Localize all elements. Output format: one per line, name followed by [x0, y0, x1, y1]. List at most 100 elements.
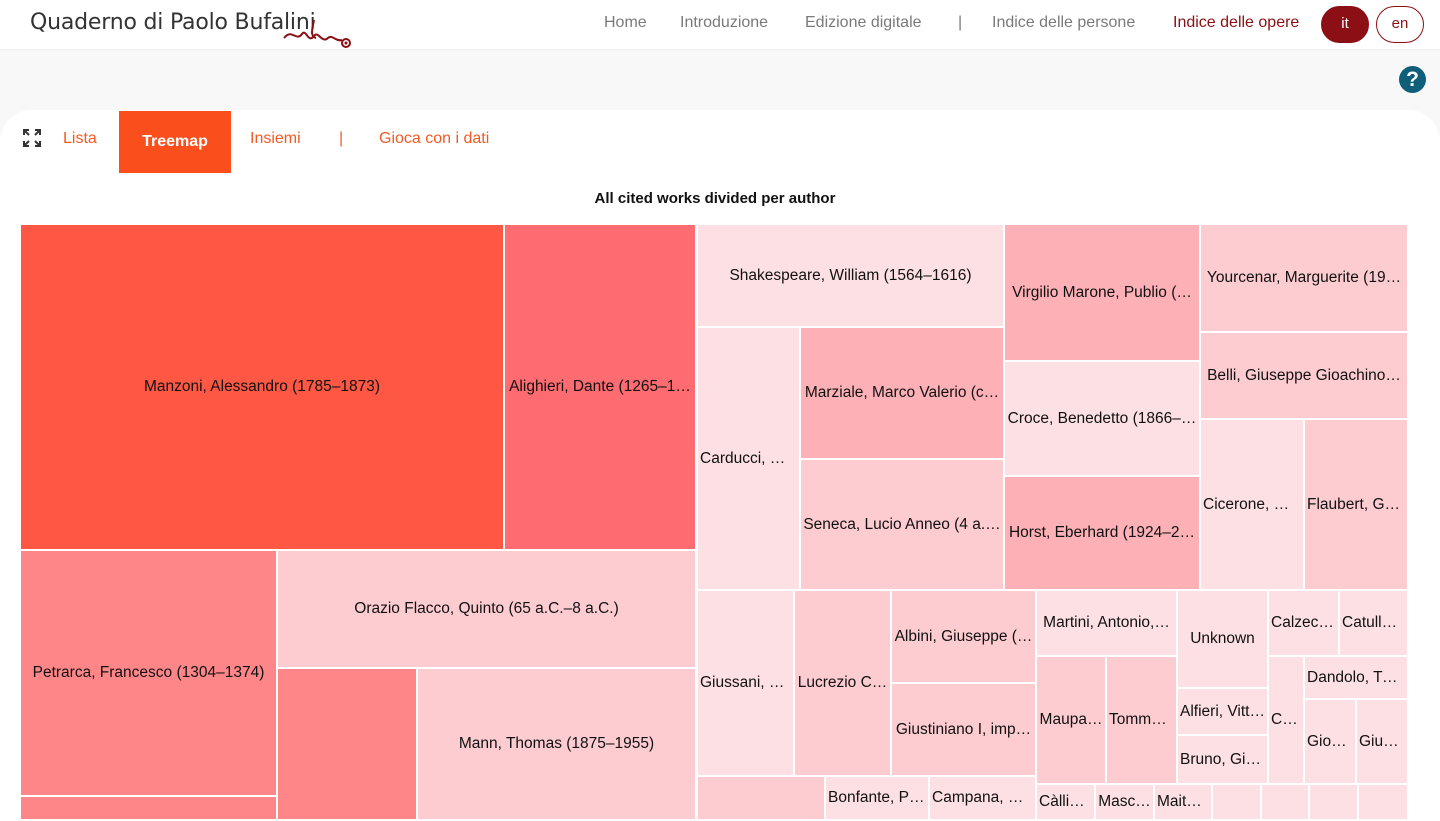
treemap-cell-label: Bruno, Gio…	[1180, 750, 1267, 768]
treemap-cell-label: Virgilio Marone, Publio (…	[1012, 283, 1192, 301]
treemap-cell[interactable]: Campana, D…	[929, 776, 1036, 820]
treemap-cell-label: Cicerone, M…	[1203, 495, 1303, 513]
treemap-cell-label: Croce, Benedetto (1866–…	[1007, 409, 1197, 427]
treemap-cell[interactable]: Maita…	[1154, 784, 1212, 820]
tab-insiemi[interactable]: Insiemi	[250, 130, 301, 147]
treemap-cell-label: Tomma…	[1109, 711, 1176, 728]
treemap-cell[interactable]: Maupa…	[1036, 656, 1106, 784]
treemap-cell[interactable]	[277, 668, 417, 820]
treemap-cell-label: Shakespeare, William (1564–1616)	[729, 266, 972, 284]
treemap-cell[interactable]: Giust…	[1356, 699, 1408, 784]
treemap-cell[interactable]	[1261, 784, 1309, 820]
treemap-cell[interactable]: Alfieri, Vitt…	[1177, 688, 1268, 735]
treemap-cell-label: Bonfante, Pi…	[828, 789, 928, 806]
treemap-cell[interactable]: Yourcenar, Marguerite (19…	[1200, 224, 1408, 332]
treemap-cell[interactable]: Horst, Eberhard (1924–2…	[1004, 476, 1200, 590]
treemap-cell[interactable]: Orazio Flacco, Quinto (65 a.C.–8 a.C.)	[277, 550, 696, 668]
treemap-cell[interactable]: Albini, Giuseppe (…	[891, 590, 1036, 683]
treemap-cell[interactable]: Shakespeare, William (1564–1616)	[697, 224, 1004, 327]
tab-treemap[interactable]: Treemap	[119, 111, 231, 173]
treemap-cell-label: Cr…	[1271, 711, 1303, 728]
treemap-cell[interactable]: Dandolo, Tu…	[1304, 656, 1408, 699]
treemap-cell-label: Unknown	[1190, 630, 1255, 647]
nav-separator: |	[958, 14, 963, 31]
treemap-cell[interactable]	[1358, 784, 1408, 820]
treemap-cell-label: Càllia…	[1039, 793, 1094, 810]
treemap-cell[interactable]: Tomma…	[1106, 656, 1177, 784]
signature-logo-icon	[283, 19, 351, 48]
treemap-cell-label: Petrarca, Francesco (1304–1374)	[32, 664, 265, 681]
treemap-cell[interactable]: Belli, Giuseppe Gioachino…	[1200, 332, 1408, 419]
chart-title: All cited works divided per author	[594, 190, 836, 207]
treemap-cell-label: Campana, D…	[932, 789, 1035, 806]
treemap-cell[interactable]	[1212, 784, 1261, 820]
treemap-cell-label: Calzecc…	[1271, 614, 1338, 631]
treemap-cell[interactable]: Manzoni, Alessandro (1785–1873)	[20, 224, 504, 550]
treemap-cell-label: Orazio Flacco, Quinto (65 a.C.–8 a.C.)	[354, 600, 619, 617]
treemap-cell-label: Belli, Giuseppe Gioachino…	[1207, 366, 1401, 384]
treemap-cell[interactable]: Croce, Benedetto (1866–…	[1004, 361, 1200, 476]
treemap-cell-label: Flaubert, Gu…	[1307, 495, 1407, 513]
help-icon[interactable]: ?	[1399, 66, 1426, 93]
nav-indice-persone[interactable]: Indice delle persone	[992, 14, 1136, 31]
treemap-cell-label: Giust…	[1359, 732, 1407, 750]
treemap-cell[interactable]: Catullo,…	[1339, 590, 1408, 656]
treemap-cell-label: Masc…	[1098, 793, 1151, 810]
treemap-cell[interactable]: Martini, Antonio,…	[1036, 590, 1177, 656]
treemap-cell[interactable]: Giussani, C…	[697, 590, 794, 776]
treemap-cell[interactable]	[697, 776, 825, 820]
treemap-cell-label: Mann, Thomas (1875–1955)	[458, 735, 655, 752]
tab-lista[interactable]: Lista	[63, 130, 97, 147]
treemap-cell-label: Lucrezio C…	[797, 674, 888, 691]
treemap-cell[interactable]: Lucrezio C…	[794, 590, 891, 776]
treemap-cell-label: Dandolo, Tu…	[1307, 668, 1407, 686]
nav-edizione-digitale[interactable]: Edizione digitale	[805, 14, 922, 31]
tab-gioca-con-i-dati[interactable]: Gioca con i dati	[379, 130, 490, 147]
treemap-cell[interactable]: Virgilio Marone, Publio (…	[1004, 224, 1200, 361]
nav-introduzione[interactable]: Introduzione	[680, 14, 769, 31]
treemap-cell-label: Giussani, C…	[700, 674, 793, 691]
treemap-cell[interactable]: Giustiniano I, imp…	[891, 683, 1036, 776]
treemap-cell[interactable]: Petrarca, Francesco (1304–1374)	[20, 550, 277, 796]
nav-indice-opere[interactable]: Indice delle opere	[1173, 14, 1300, 31]
tab-separator: |	[339, 130, 344, 147]
fullscreen-icon[interactable]	[22, 128, 42, 148]
treemap-cell[interactable]: Mann, Thomas (1875–1955)	[417, 668, 696, 820]
treemap-cell-label: Catullo,…	[1342, 614, 1407, 631]
top-navbar: Quaderno di Paolo Bufalini Home Introduz…	[0, 0, 1440, 49]
treemap-cell-label: Carducci, Gi…	[700, 449, 799, 467]
treemap-cell[interactable]: Flaubert, Gu…	[1304, 419, 1408, 590]
treemap-cell[interactable]: Cr…	[1268, 656, 1304, 784]
treemap-cell[interactable]: Masc…	[1095, 784, 1154, 820]
lang-en-button[interactable]: en	[1376, 6, 1424, 43]
treemap-cell-label: Martini, Antonio,…	[1043, 614, 1170, 631]
lang-it-button[interactable]: it	[1321, 6, 1369, 43]
treemap-cell-label: Alfieri, Vitt…	[1180, 702, 1265, 720]
treemap-cell[interactable]: Marziale, Marco Valerio (c…	[800, 327, 1004, 459]
nav-home[interactable]: Home	[604, 14, 647, 31]
treemap-cell[interactable]: Carducci, Gi…	[697, 327, 800, 590]
treemap-cell-label: Manzoni, Alessandro (1785–1873)	[143, 378, 381, 395]
treemap-cell[interactable]	[1309, 784, 1358, 820]
treemap-cell-label: Maupa…	[1039, 711, 1103, 728]
treemap-cell[interactable]: Unknown	[1177, 590, 1268, 688]
treemap-cell[interactable]: Seneca, Lucio Anneo (4 a.…	[800, 459, 1004, 590]
treemap-cell[interactable]	[20, 796, 277, 820]
treemap-cell[interactable]: Alighieri, Dante (1265–1…	[504, 224, 696, 550]
treemap-cell[interactable]: Bonfante, Pi…	[825, 776, 929, 820]
treemap-chart: Manzoni, Alessandro (1785–1873) Alighieri…	[20, 224, 1409, 821]
treemap-cell-label: Alighieri, Dante (1265–1…	[509, 378, 691, 395]
treemap-cell-label: Albini, Giuseppe (…	[894, 627, 1033, 645]
treemap-cell[interactable]: Calzecc…	[1268, 590, 1339, 656]
treemap-cell-label: Giustiniano I, imp…	[895, 720, 1032, 738]
treemap-cell[interactable]: Bruno, Gio…	[1177, 735, 1268, 784]
treemap-cell-label: Seneca, Lucio Anneo (4 a.…	[803, 515, 1001, 533]
treemap-cell[interactable]: Cicerone, M…	[1200, 419, 1304, 590]
treemap-cell[interactable]: Càllia…	[1036, 784, 1095, 820]
treemap-cell[interactable]: Giov…	[1304, 699, 1356, 784]
treemap-cell-label: Marziale, Marco Valerio (c…	[804, 384, 1000, 401]
treemap-cell-label: Horst, Eberhard (1924–2…	[1008, 524, 1196, 541]
treemap-cell-label: Yourcenar, Marguerite (19…	[1206, 269, 1402, 286]
treemap-cell-label: Maita…	[1157, 793, 1211, 810]
site-title[interactable]: Quaderno di Paolo Bufalini	[30, 10, 316, 35]
